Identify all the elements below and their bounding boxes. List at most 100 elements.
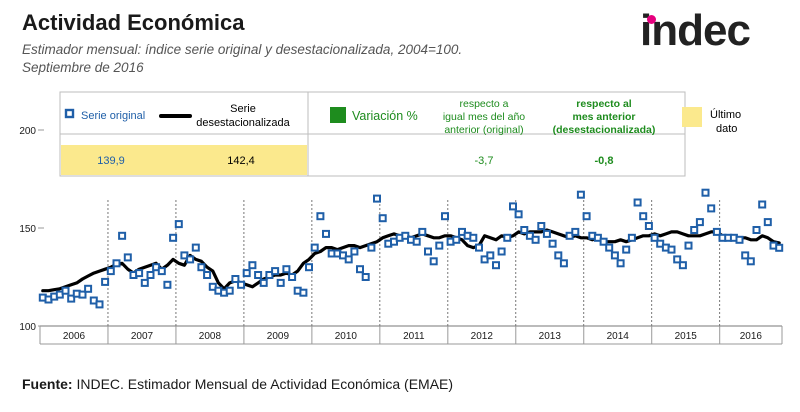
original-point	[599, 237, 608, 246]
yoy-label-1: respecto a	[459, 98, 508, 110]
page-title: Actividad Económica	[22, 10, 245, 35]
source-footer: Fuente: INDEC. Estimador Mensual de Acti…	[22, 376, 453, 392]
original-point	[231, 275, 240, 283]
original-point	[735, 235, 744, 244]
original-point	[203, 271, 212, 279]
original-point	[197, 263, 206, 272]
original-point	[673, 255, 682, 264]
source-text: INDEC. Estimador Mensual de Actividad Ec…	[72, 376, 454, 392]
year-gridlines	[107, 200, 721, 326]
sa-legend-label-2: desestacionalizada	[196, 117, 290, 129]
original-point	[237, 280, 246, 289]
indec-logo: indec	[640, 6, 751, 56]
original-point	[622, 245, 631, 254]
original-point	[486, 251, 495, 260]
original-point	[548, 239, 557, 248]
date-label: Septiembre de 2016	[22, 60, 144, 75]
original-point	[191, 243, 200, 252]
original-point	[514, 210, 523, 219]
original-point	[542, 229, 551, 238]
original-point	[707, 204, 716, 213]
original-point	[146, 271, 155, 279]
original-point	[469, 233, 478, 242]
original-point	[112, 259, 121, 268]
original-point	[254, 271, 263, 279]
original-point	[712, 227, 721, 236]
original-point	[644, 222, 653, 230]
original-point	[571, 227, 580, 236]
year-label: 2013	[539, 331, 562, 342]
sa-legend-label-1: Serie	[230, 103, 256, 115]
original-point	[639, 212, 648, 221]
mom-value: -0,8	[595, 155, 614, 167]
original-point	[78, 290, 87, 299]
original-point	[276, 278, 285, 287]
last-data-swatch	[682, 107, 702, 127]
original-point	[282, 265, 291, 274]
year-label: 2016	[740, 331, 763, 342]
year-label: 2009	[267, 331, 290, 342]
original-point	[225, 286, 234, 295]
year-label: 2007	[131, 331, 154, 342]
original-point	[695, 218, 704, 227]
original-point	[361, 273, 370, 281]
original-point	[582, 212, 591, 221]
original-point	[418, 227, 427, 236]
original-point	[61, 286, 70, 295]
original-point	[701, 188, 710, 197]
original-point	[140, 278, 149, 287]
original-point	[378, 214, 387, 223]
original-point	[95, 300, 104, 309]
original-point	[123, 253, 132, 262]
original-point	[316, 212, 325, 221]
original-point	[616, 259, 625, 268]
original-point	[259, 278, 268, 287]
last-data-label-2: dato	[716, 123, 737, 135]
year-label: 2014	[607, 331, 630, 342]
original-point	[610, 251, 619, 260]
original-point	[435, 241, 444, 250]
original-point	[531, 235, 540, 244]
yoy-value: -3,7	[475, 155, 494, 167]
year-label: 2008	[199, 331, 222, 342]
original-point	[248, 261, 257, 270]
last-data-label-1: Último	[710, 108, 741, 121]
original-point	[775, 243, 784, 252]
source-label: Fuente:	[22, 376, 73, 392]
original-point	[288, 273, 297, 281]
original-point	[412, 237, 421, 246]
original-point	[305, 263, 313, 272]
original-point	[650, 233, 659, 242]
original-point	[667, 245, 676, 254]
original-point	[537, 222, 546, 230]
original-point	[690, 226, 699, 234]
original-point	[520, 226, 529, 234]
original-point	[101, 277, 110, 286]
original-point	[242, 269, 251, 278]
original-point	[684, 241, 693, 250]
original-point	[741, 251, 750, 260]
original-point	[322, 229, 330, 238]
original-point	[627, 233, 636, 242]
original-point	[758, 200, 767, 209]
original-point	[186, 255, 195, 264]
original-last-value: 139,9	[97, 155, 125, 167]
original-point	[344, 255, 353, 264]
original-point	[503, 233, 512, 242]
original-point	[135, 269, 144, 278]
original-point	[106, 267, 115, 276]
original-point	[492, 261, 500, 270]
sa-last-value: 142,4	[227, 155, 255, 167]
original-point	[559, 259, 568, 268]
original-point	[157, 267, 166, 276]
year-label: 2015	[675, 331, 698, 342]
original-point	[633, 198, 642, 207]
x-axis: 2006 2007 2008 2009 2010 2011 2012 2013 2014 2015…	[39, 325, 783, 345]
original-point	[163, 280, 172, 289]
original-point	[752, 226, 761, 234]
original-point	[441, 212, 449, 221]
mom-label-2: mes anterior	[572, 111, 635, 123]
original-point	[605, 243, 614, 252]
original-legend-marker	[64, 108, 75, 119]
